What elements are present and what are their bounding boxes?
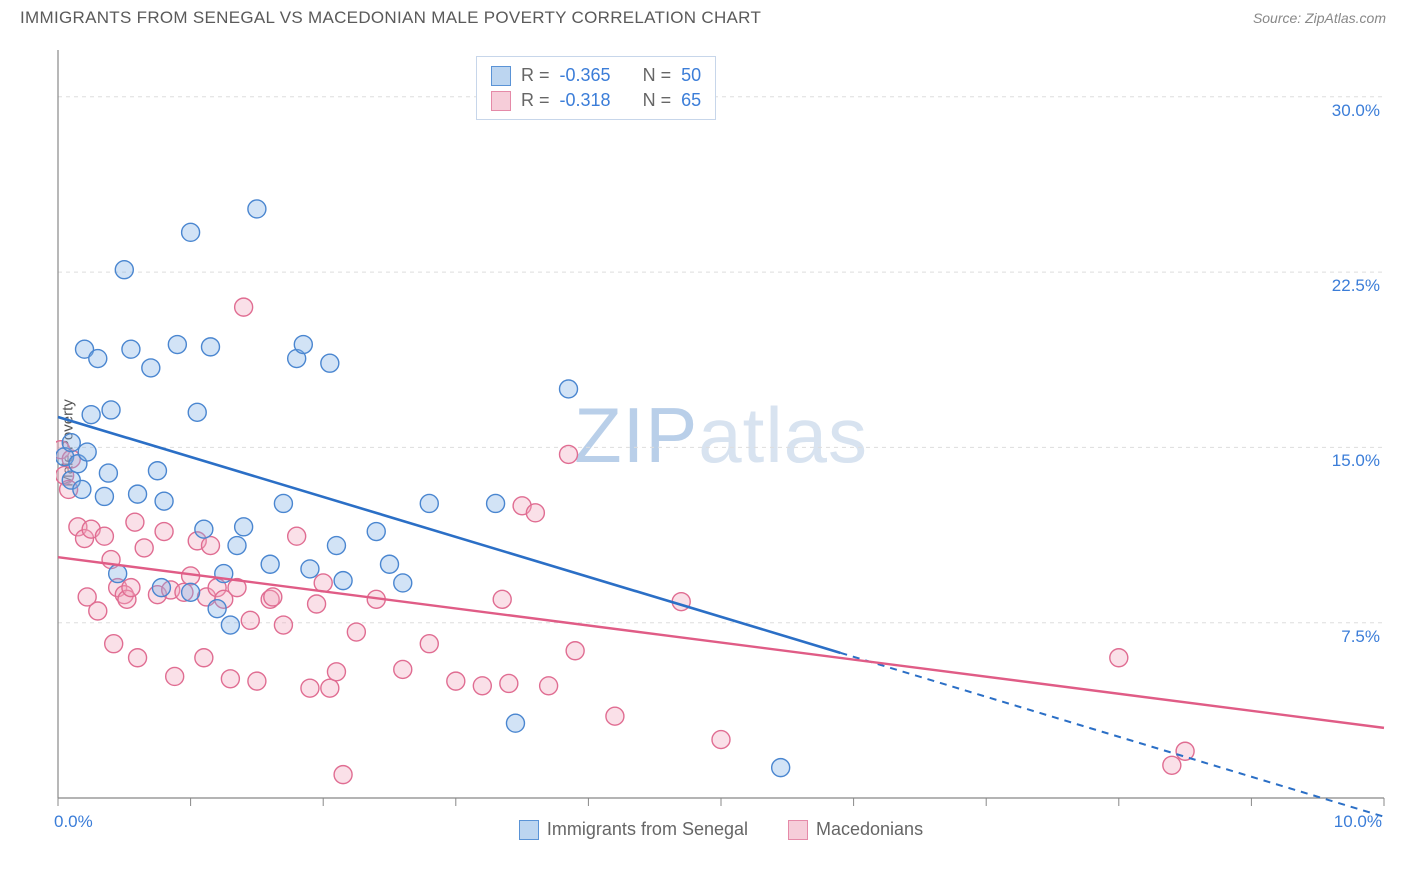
legend-swatch (519, 820, 539, 840)
stats-legend-row: R = -0.318 N = 65 (491, 88, 701, 113)
legend-item: Immigrants from Senegal (519, 819, 748, 840)
x-tick-label: 0.0% (54, 812, 93, 832)
r-label: R = (521, 90, 550, 111)
r-value: -0.318 (560, 90, 611, 111)
y-tick-label: 22.5% (1332, 276, 1380, 296)
y-tick-label: 7.5% (1341, 627, 1380, 647)
y-tick-label: 15.0% (1332, 451, 1380, 471)
r-label: R = (521, 65, 550, 86)
correlation-stats-legend: R = -0.365 N = 50 R = -0.318 N = 65 (476, 56, 716, 120)
series-legend: Immigrants from Senegal Macedonians (56, 819, 1386, 840)
legend-swatch (491, 91, 511, 111)
scatter-plot (56, 48, 1386, 838)
stats-legend-row: R = -0.365 N = 50 (491, 63, 701, 88)
legend-label: Immigrants from Senegal (547, 819, 748, 840)
chart-source: Source: ZipAtlas.com (1253, 10, 1386, 26)
n-value: 50 (681, 65, 701, 86)
chart-title: IMMIGRANTS FROM SENEGAL VS MACEDONIAN MA… (20, 8, 761, 28)
n-label: N = (643, 65, 672, 86)
r-value: -0.365 (560, 65, 611, 86)
chart-area: Male Poverty ZIPatlas R = -0.365 N = 50 … (56, 48, 1386, 838)
y-tick-label: 30.0% (1332, 101, 1380, 121)
legend-item: Macedonians (788, 819, 923, 840)
x-tick-label: 10.0% (1334, 812, 1382, 832)
n-value: 65 (681, 90, 701, 111)
chart-header: IMMIGRANTS FROM SENEGAL VS MACEDONIAN MA… (0, 0, 1406, 30)
legend-swatch (788, 820, 808, 840)
legend-label: Macedonians (816, 819, 923, 840)
n-label: N = (643, 90, 672, 111)
legend-swatch (491, 66, 511, 86)
